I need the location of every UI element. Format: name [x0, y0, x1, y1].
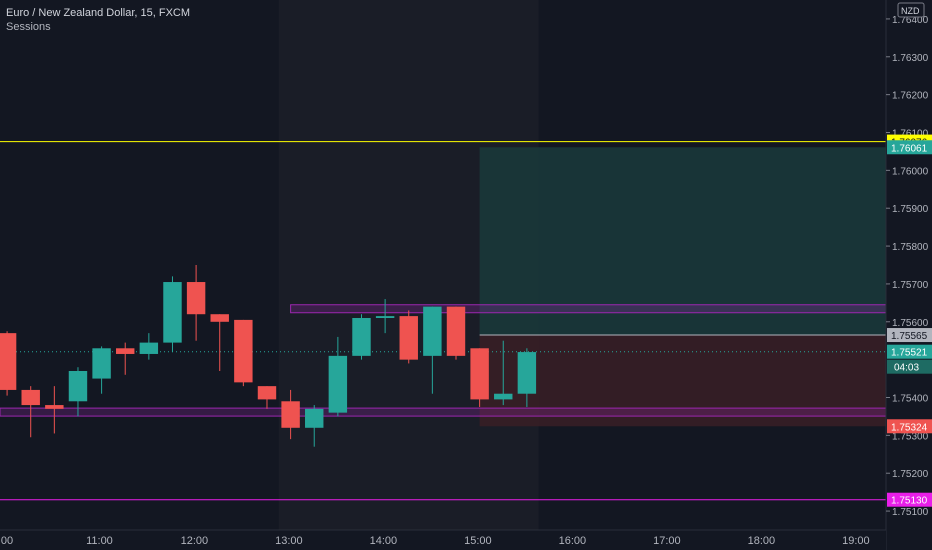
- price-tick-label-10: 1.75300: [892, 431, 929, 442]
- candle-18: [423, 306, 442, 394]
- stop-price-label-bg: [887, 419, 932, 434]
- time-axis: [0, 530, 886, 550]
- candle-10: [234, 319, 253, 387]
- candle-21: [494, 340, 513, 406]
- candle-body: [186, 282, 206, 315]
- price-tick-label-11: 1.75200: [892, 469, 929, 480]
- entry-price-label: 1.75565: [891, 331, 928, 342]
- indicator-label[interactable]: Sessions: [6, 21, 51, 33]
- price-tick-label-5: 1.75900: [892, 204, 929, 215]
- symbol-title[interactable]: Euro / New Zealand Dollar, 15, FXCM: [6, 7, 191, 19]
- price-tick-label-7: 1.75700: [892, 280, 929, 291]
- candle-body: [0, 333, 17, 390]
- candle-body: [399, 316, 418, 360]
- candle-body: [517, 352, 537, 394]
- candle-body: [305, 408, 324, 428]
- candle-9: [210, 314, 229, 371]
- candle-4: [92, 346, 111, 394]
- chart-legend: Euro / New Zealand Dollar, 15, FXCM Sess…: [6, 6, 190, 34]
- candle-22: [517, 348, 537, 407]
- candle-body: [139, 342, 159, 354]
- currency-badge: NZD: [901, 6, 920, 16]
- candle-0: [0, 331, 17, 396]
- candle-body: [494, 393, 513, 400]
- candle-body: [163, 282, 182, 343]
- price-tick-label-4: 1.76000: [892, 166, 929, 177]
- candle-15: [352, 314, 371, 360]
- time-tick-label-6: 16:00: [559, 535, 587, 547]
- candle-8: [186, 265, 206, 341]
- candle-body: [328, 355, 348, 413]
- candle-body: [68, 371, 88, 402]
- last-price-label: 1.75521: [891, 348, 928, 359]
- price-tick-label-0: 1.76400: [892, 15, 929, 26]
- price-tick-label-12: 1.75100: [892, 507, 929, 518]
- price-tick-label-2: 1.76200: [892, 91, 929, 102]
- candle-12: [281, 389, 300, 440]
- time-tick-label-2: 12:00: [181, 535, 209, 547]
- hline-price-label-1: 1.75130: [891, 496, 928, 507]
- price-tick-label-6: 1.75800: [892, 242, 929, 253]
- candle-17: [399, 310, 418, 364]
- candle-11: [257, 386, 277, 409]
- candle-body: [375, 316, 395, 318]
- price-tick-label-8: 1.75600: [892, 318, 929, 329]
- time-tick-label-1: 11:00: [86, 535, 113, 547]
- price-tick-label-1: 1.76300: [892, 53, 929, 64]
- hline-price-label-1-bg: [887, 492, 932, 507]
- stop-loss-zone: [479, 335, 886, 427]
- price-tick-label-3: 1.76100: [892, 129, 929, 140]
- candle-body: [446, 306, 466, 356]
- candle-14: [328, 336, 348, 417]
- time-tick-label-0: 00: [1, 535, 13, 547]
- candle-5: [116, 342, 135, 375]
- candle-6: [139, 333, 159, 360]
- time-tick-label-4: 14:00: [370, 535, 398, 547]
- candle-body: [21, 389, 40, 406]
- price-axis: [886, 0, 932, 550]
- candle-13: [305, 405, 324, 447]
- candle-body: [470, 348, 489, 400]
- time-tick-label-9: 19:00: [842, 535, 870, 547]
- time-tick-label-7: 17:00: [653, 535, 681, 547]
- candle-body: [281, 401, 300, 428]
- candle-body: [423, 306, 442, 356]
- take-profit-zone: [479, 147, 886, 336]
- target-price-label: 1.76061: [891, 143, 928, 154]
- candle-body: [116, 348, 135, 354]
- time-tick-label-8: 18:00: [748, 535, 776, 547]
- price-tick-label-9: 1.75400: [892, 394, 929, 405]
- candle-body: [234, 319, 253, 383]
- last-price-label-bg: [887, 344, 932, 359]
- target-price-label-bg: [887, 140, 932, 155]
- entry-price-label-bg: [887, 328, 932, 343]
- candle-2: [45, 386, 64, 434]
- currency-badge-bg: [897, 2, 925, 18]
- stop-price-label: 1.75324: [891, 422, 928, 433]
- candle-20: [470, 348, 489, 407]
- candle-body: [257, 386, 277, 400]
- candle-3: [68, 367, 88, 417]
- candle-body: [352, 318, 371, 356]
- countdown-bg: [887, 359, 932, 374]
- time-tick-label-3: 13:00: [275, 535, 303, 547]
- candle-body: [210, 314, 229, 322]
- upper-zone: [290, 304, 887, 314]
- candle-body: [45, 405, 64, 409]
- time-tick-label-5: 15:00: [464, 535, 492, 547]
- candle-19: [446, 306, 466, 360]
- candle-body: [92, 348, 111, 379]
- countdown-label: 04:03: [894, 363, 919, 374]
- candle-1: [21, 386, 40, 438]
- lower-zone: [0, 407, 887, 417]
- candle-7: [163, 276, 182, 353]
- candle-16: [375, 299, 395, 334]
